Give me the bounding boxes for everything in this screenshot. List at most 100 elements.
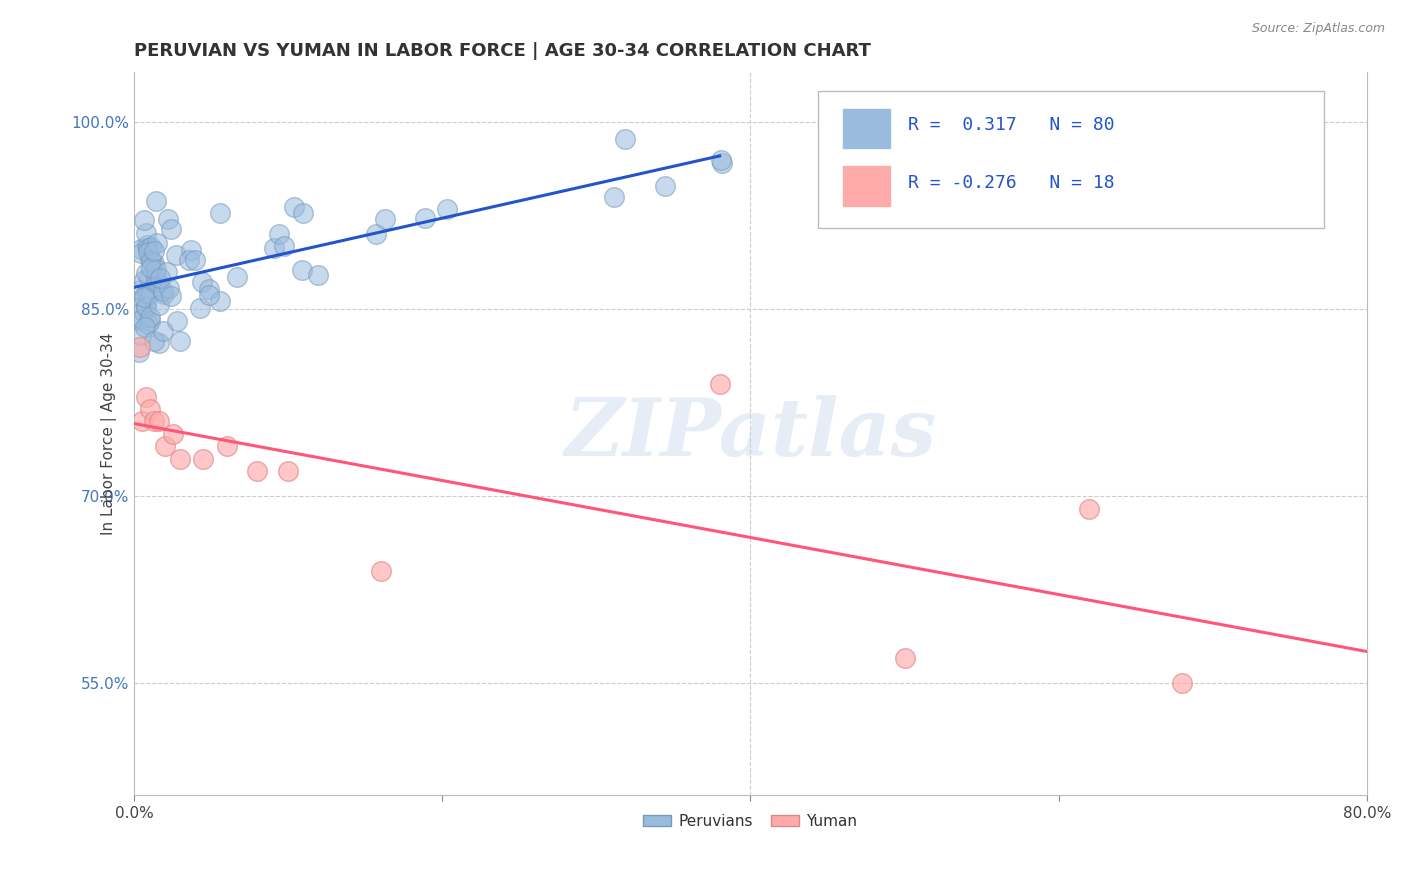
- Point: [277, 464, 299, 478]
- Point: [876, 119, 898, 133]
- Point: [614, 132, 637, 146]
- Point: [132, 273, 155, 287]
- Point: [138, 310, 160, 325]
- Point: [162, 426, 184, 441]
- Point: [138, 401, 160, 416]
- Point: [283, 200, 305, 214]
- Point: [132, 304, 155, 318]
- Point: [148, 414, 170, 428]
- Point: [128, 283, 150, 297]
- Point: [134, 320, 156, 334]
- Point: [143, 244, 166, 259]
- Point: [146, 274, 169, 288]
- Point: [146, 236, 169, 251]
- Point: [166, 314, 188, 328]
- Point: [139, 240, 162, 254]
- Point: [148, 336, 170, 351]
- Point: [160, 222, 183, 236]
- Text: ZIPatlas: ZIPatlas: [564, 395, 936, 473]
- Point: [263, 242, 285, 256]
- Point: [197, 288, 219, 302]
- Point: [267, 227, 290, 241]
- Point: [139, 314, 162, 328]
- Point: [1078, 501, 1101, 516]
- Point: [246, 464, 269, 478]
- Text: R = -0.276   N = 18: R = -0.276 N = 18: [908, 174, 1115, 192]
- Point: [138, 244, 160, 259]
- Point: [215, 439, 238, 453]
- Point: [131, 291, 153, 305]
- Point: [177, 253, 200, 268]
- Point: [128, 345, 150, 359]
- Point: [436, 202, 458, 217]
- Point: [138, 252, 160, 266]
- Point: [149, 270, 172, 285]
- Point: [143, 256, 166, 270]
- Point: [366, 227, 388, 241]
- Point: [184, 252, 207, 267]
- Point: [139, 254, 162, 268]
- Point: [138, 287, 160, 301]
- Point: [307, 268, 329, 283]
- Point: [291, 206, 314, 220]
- Point: [136, 241, 159, 255]
- Bar: [844, 167, 890, 206]
- Point: [1171, 676, 1194, 690]
- Y-axis label: In Labor Force | Age 30-34: In Labor Force | Age 30-34: [101, 333, 118, 535]
- Point: [135, 390, 157, 404]
- Point: [143, 334, 166, 348]
- Point: [157, 281, 180, 295]
- Point: [143, 414, 166, 428]
- Point: [370, 564, 392, 578]
- Point: [193, 451, 215, 466]
- Point: [145, 194, 167, 209]
- Point: [141, 260, 163, 275]
- Point: [129, 340, 152, 354]
- Point: [169, 334, 191, 348]
- Point: [209, 206, 232, 220]
- Point: [208, 293, 231, 308]
- Point: [374, 211, 396, 226]
- Point: [191, 275, 214, 289]
- Point: [709, 377, 731, 392]
- Point: [711, 156, 734, 170]
- Point: [131, 328, 153, 343]
- Point: [413, 211, 436, 225]
- FancyBboxPatch shape: [818, 90, 1323, 227]
- Point: [160, 289, 183, 303]
- Point: [156, 264, 179, 278]
- Point: [135, 299, 157, 313]
- Bar: [844, 109, 890, 148]
- Point: [134, 226, 156, 240]
- Point: [135, 300, 157, 314]
- Point: [153, 287, 176, 301]
- Point: [131, 312, 153, 326]
- Point: [131, 414, 153, 428]
- Point: [148, 298, 170, 312]
- Point: [134, 289, 156, 303]
- Text: Source: ZipAtlas.com: Source: ZipAtlas.com: [1251, 22, 1385, 36]
- Point: [165, 248, 187, 262]
- Point: [135, 287, 157, 301]
- Point: [169, 451, 191, 466]
- Point: [153, 439, 176, 453]
- Point: [157, 211, 180, 226]
- Point: [710, 153, 733, 168]
- Text: PERUVIAN VS YUMAN IN LABOR FORCE | AGE 30-34 CORRELATION CHART: PERUVIAN VS YUMAN IN LABOR FORCE | AGE 3…: [134, 42, 870, 60]
- Point: [129, 246, 152, 260]
- Point: [145, 276, 167, 290]
- Point: [188, 301, 211, 315]
- Point: [893, 651, 915, 665]
- Point: [138, 271, 160, 285]
- Point: [603, 190, 626, 204]
- Point: [136, 317, 159, 331]
- Point: [180, 243, 202, 257]
- Point: [152, 285, 174, 299]
- Point: [198, 282, 221, 296]
- Point: [145, 262, 167, 277]
- Point: [654, 179, 676, 194]
- Point: [131, 242, 153, 256]
- Point: [128, 313, 150, 327]
- Point: [145, 269, 167, 284]
- Point: [226, 269, 249, 284]
